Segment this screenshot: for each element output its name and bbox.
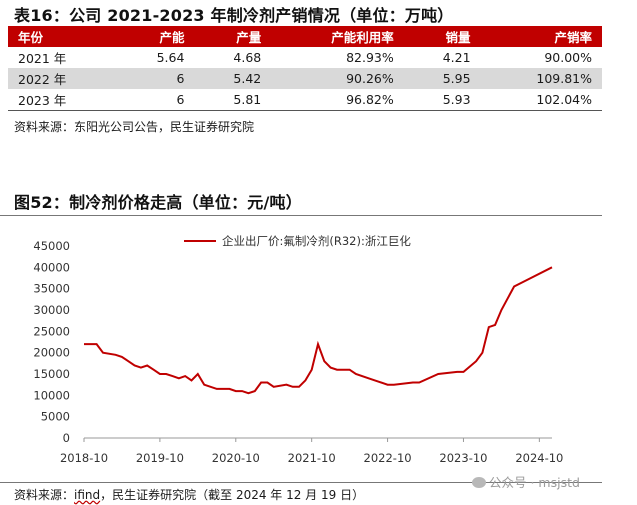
y-tick-label: 45000 (33, 239, 70, 253)
cell-utilization: 82.93% (346, 50, 394, 65)
figure-title-rule (0, 215, 602, 216)
table-row: 2021 年 5.64 4.68 82.93% 4.21 90.00% (8, 47, 602, 68)
header-utilization: 产能利用率 (271, 26, 404, 47)
source-ifind: ifind (74, 488, 101, 502)
cell-output: 4.68 (233, 50, 262, 65)
wechat-icon (472, 477, 486, 488)
figure-source: 资料来源：ifind，民生证券研究院（截至 2024 年 12 月 19 日） (14, 488, 365, 502)
cell-output: 5.42 (194, 68, 272, 89)
cell-sales-ratio: 90.00% (544, 50, 592, 65)
x-tick-label: 2018-10 (60, 451, 108, 465)
y-tick-label: 0 (63, 431, 70, 445)
series-line-r32-price (84, 266, 553, 395)
production-table: 年份 产能 产量 产能利用率 销量 产销率 2021 年 5.64 4.68 8… (8, 26, 602, 111)
x-tick-label: 2024-10 (515, 451, 563, 465)
header-sales-ratio: 产销率 (480, 26, 602, 47)
cell-output: 5.81 (194, 89, 272, 111)
cell-sales: 4.21 (442, 50, 471, 65)
cell-year: 2023 年 (8, 89, 118, 111)
cell-sales-ratio: 102.04% (480, 89, 602, 111)
watermark: 公众号 · msjstd (472, 472, 580, 491)
figure-title: 图52：制冷剂价格走高（单位：元/吨） (14, 193, 302, 212)
cell-sales-ratio: 109.81% (480, 68, 602, 89)
y-tick-label: 10000 (33, 388, 70, 402)
y-tick-label: 35000 (33, 282, 70, 296)
y-tick-label: 5000 (41, 410, 70, 424)
table-title: 表16：公司 2021-2023 年制冷剂产销情况（单位：万吨） (14, 6, 454, 25)
y-tick-label: 25000 (33, 324, 70, 338)
header-capacity: 产能 (117, 26, 195, 47)
x-tick-label: 2020-10 (212, 451, 260, 465)
x-tick-label: 2022-10 (364, 451, 412, 465)
y-tick-label: 40000 (33, 260, 70, 274)
cell-year: 2021 年 (18, 51, 67, 66)
cell-utilization: 90.26% (271, 68, 404, 89)
table-row: 2023 年 6 5.81 96.82% 5.93 102.04% (8, 89, 602, 111)
x-tick-label: 2023-10 (439, 451, 487, 465)
cell-capacity: 6 (117, 68, 195, 89)
y-tick-label: 20000 (33, 346, 70, 360)
cell-capacity: 5.64 (156, 50, 185, 65)
y-tick-label: 30000 (33, 303, 70, 317)
header-sales: 销量 (403, 26, 481, 47)
table-source: 资料来源：东阳光公司公告，民生证券研究院 (14, 120, 255, 134)
legend-label: 企业出厂价:氟制冷剂(R32):浙江巨化 (222, 234, 411, 248)
x-tick-label: 2019-10 (136, 451, 184, 465)
cell-utilization: 96.82% (271, 89, 404, 111)
header-year: 年份 (8, 26, 118, 47)
cell-sales: 5.95 (403, 68, 481, 89)
y-tick-label: 15000 (33, 367, 70, 381)
x-tick-label: 2021-10 (288, 451, 336, 465)
y-axis: 0 5000 10000 15000 20000 25000 30000 35000 40000… (33, 239, 70, 445)
chart-legend: 企业出厂价:氟制冷剂(R32):浙江巨化 (184, 234, 411, 248)
table-row: 2022 年 6 5.42 90.26% 5.95 109.81% (8, 68, 602, 89)
cell-sales: 5.93 (403, 89, 481, 111)
cell-year: 2022 年 (8, 68, 118, 89)
table-header-row: 年份 产能 产量 产能利用率 销量 产销率 (8, 26, 602, 47)
header-output: 产量 (194, 26, 272, 47)
x-axis: 2018-10 2019-10 2020-10 2021-10 2022-10 2023-… (60, 437, 563, 465)
figure-bottom-rule (0, 482, 602, 483)
cell-capacity: 6 (117, 89, 195, 111)
price-line-chart: 0 5000 10000 15000 20000 25000 30000 35000 40000… (33, 234, 563, 465)
